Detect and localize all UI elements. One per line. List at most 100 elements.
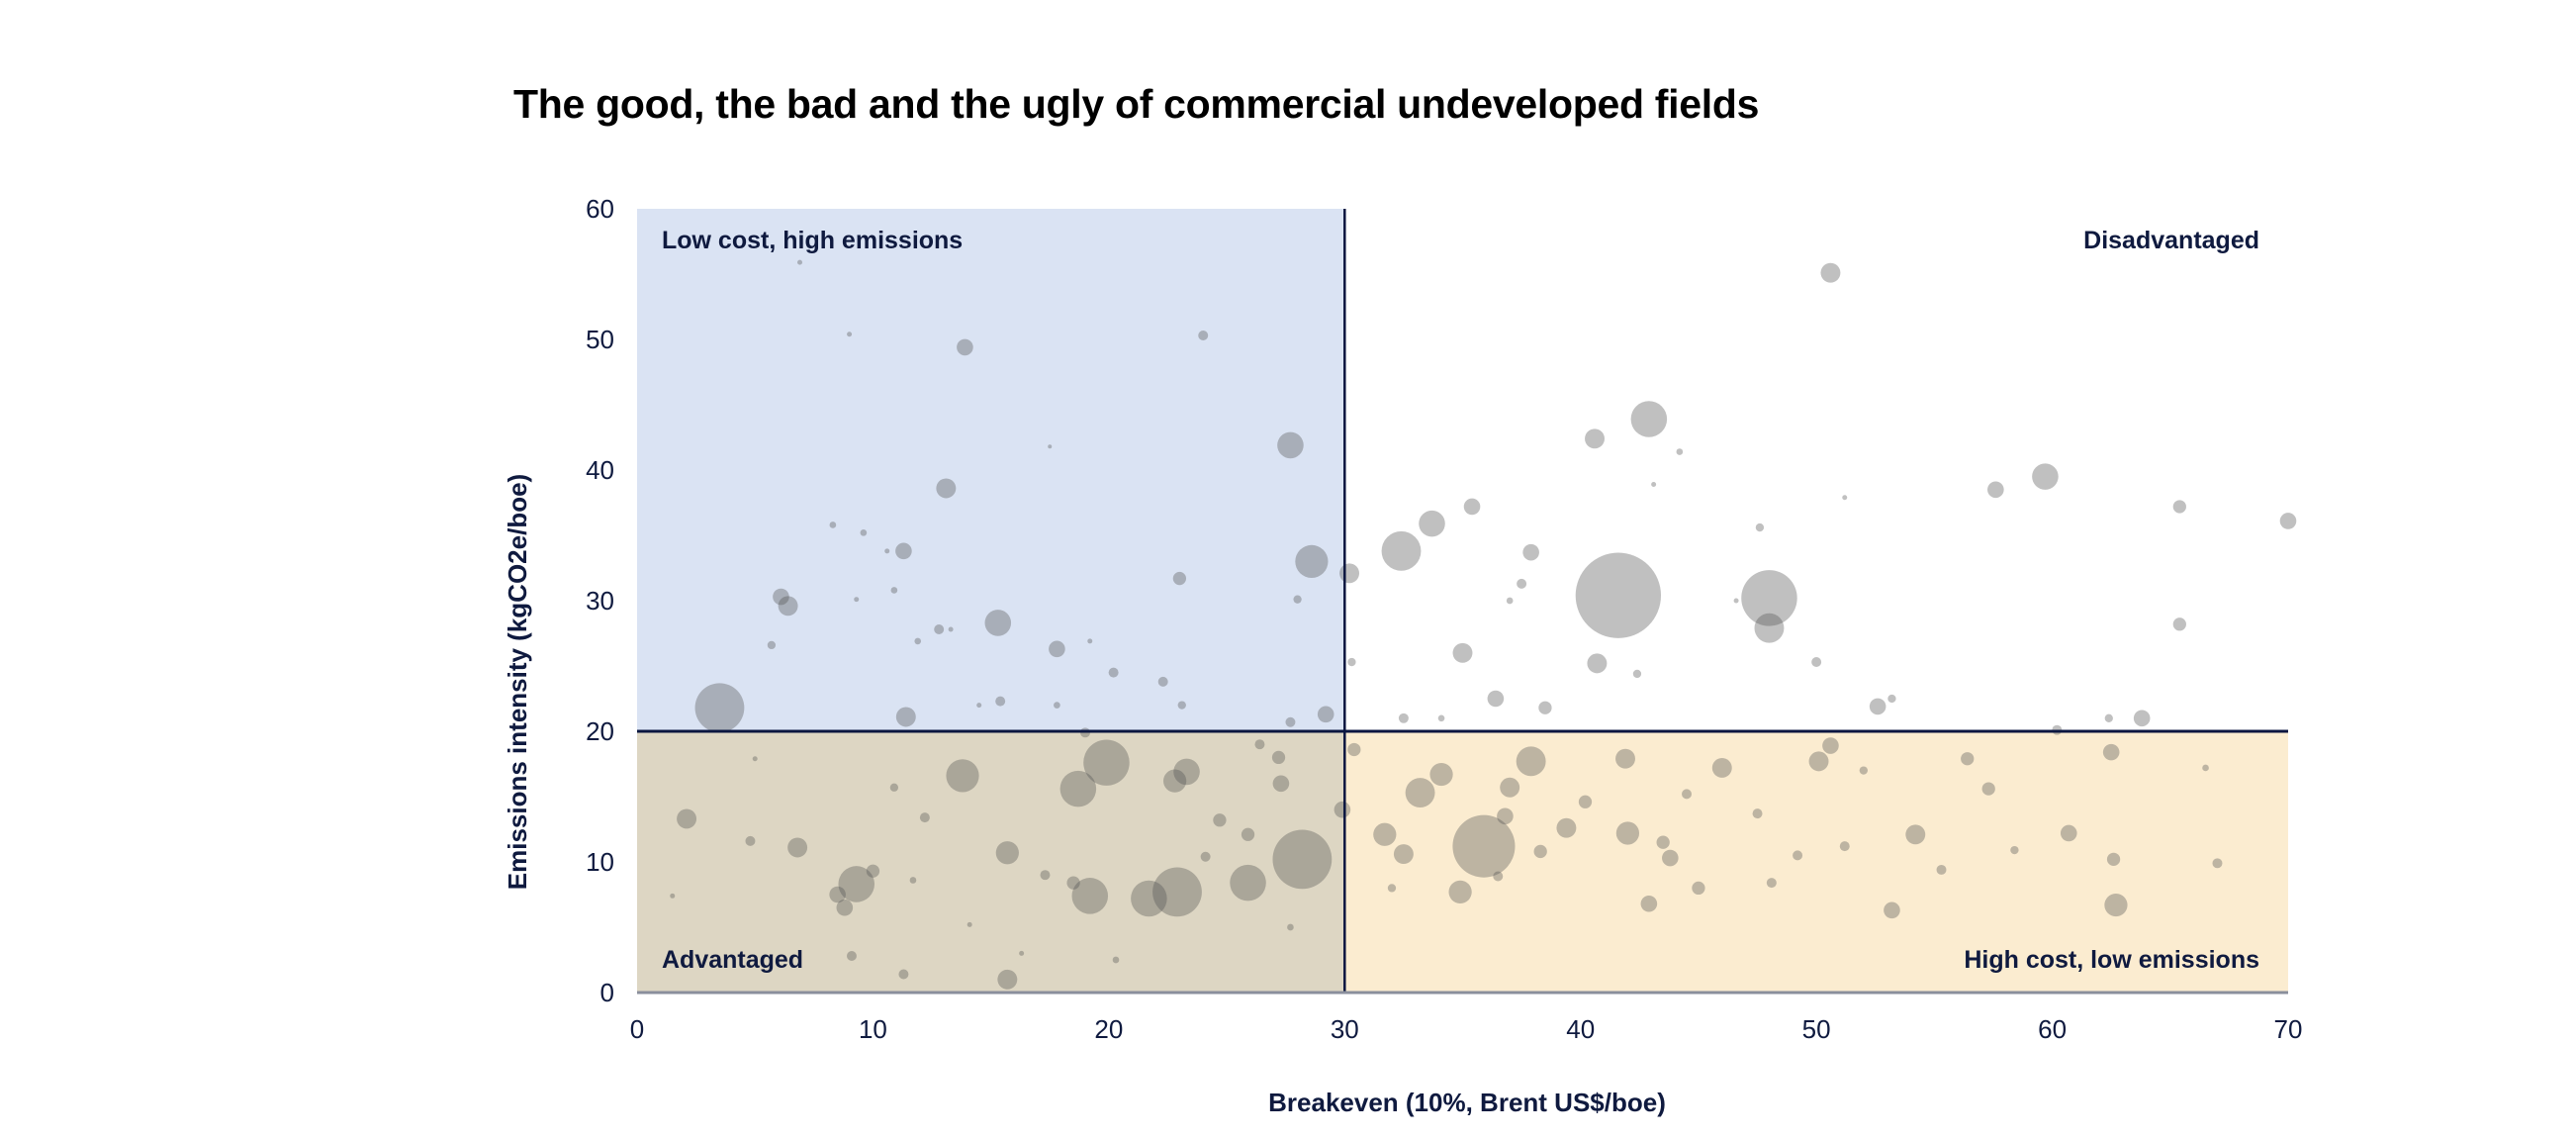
bubble-point bbox=[797, 259, 803, 265]
bubble-point bbox=[694, 683, 745, 733]
y-tick-label: 10 bbox=[586, 847, 614, 877]
bubble-point bbox=[890, 587, 898, 594]
bubble-point bbox=[1172, 571, 1187, 586]
bubble-point bbox=[1271, 750, 1286, 765]
bubble-point bbox=[1615, 748, 1635, 769]
bubble-point bbox=[1040, 870, 1051, 881]
quadrant-bottom-right bbox=[1344, 731, 2288, 993]
y-tick-label: 0 bbox=[600, 978, 614, 1007]
x-tick-label: 40 bbox=[1566, 1014, 1595, 1044]
bubble-point bbox=[1733, 598, 1739, 604]
bubble-point bbox=[889, 783, 899, 792]
bubble-point bbox=[1538, 701, 1552, 714]
bubble-point bbox=[1285, 716, 1296, 727]
bubble-point bbox=[1575, 552, 1662, 638]
quadrant-top-right bbox=[1344, 209, 2288, 731]
bubble-point bbox=[1152, 867, 1202, 917]
bubble-point bbox=[1533, 844, 1547, 859]
bubble-point bbox=[1516, 746, 1546, 777]
bubble-point bbox=[1632, 669, 1642, 679]
bubble-point bbox=[1556, 817, 1577, 838]
bubble-point bbox=[670, 893, 676, 899]
bubble-point bbox=[2104, 713, 2113, 722]
bubble-point bbox=[1640, 895, 1658, 912]
bubble-point bbox=[2102, 743, 2120, 761]
bubble-point bbox=[1808, 751, 1829, 772]
bubble-point bbox=[1387, 884, 1397, 893]
bubble-point bbox=[1393, 844, 1414, 865]
bubble-point bbox=[895, 542, 912, 560]
bubble-point bbox=[866, 864, 880, 878]
bubble-point bbox=[1662, 849, 1679, 867]
bubble-point bbox=[919, 812, 930, 823]
bubble-point bbox=[1347, 657, 1356, 667]
bubble-point bbox=[1373, 822, 1397, 846]
bubble-point bbox=[948, 626, 954, 632]
bubble-point bbox=[1087, 638, 1093, 644]
bubble-point bbox=[1887, 694, 1896, 704]
bubble-point bbox=[2212, 858, 2223, 869]
y-tick-labels: 0 10 20 30 40 50 60 bbox=[586, 194, 614, 1007]
bubble-point bbox=[997, 969, 1018, 990]
bubble-point bbox=[1317, 706, 1334, 723]
bubble-point bbox=[838, 866, 874, 902]
bubble-point bbox=[895, 707, 916, 727]
bubble-point bbox=[2202, 764, 2209, 772]
bubble-point bbox=[829, 522, 837, 528]
bubble-point bbox=[1676, 448, 1684, 455]
bubble-point bbox=[1272, 829, 1333, 890]
bubble-point bbox=[787, 837, 808, 858]
bubble-point bbox=[1839, 841, 1850, 852]
bubble-point bbox=[1711, 758, 1732, 778]
bubble-point bbox=[1334, 801, 1351, 818]
bubble-point bbox=[1173, 758, 1200, 786]
bubble-point bbox=[1157, 676, 1168, 687]
bubble-point bbox=[2172, 617, 2186, 631]
quadrant-bottom-left bbox=[637, 731, 1345, 993]
bubble-point bbox=[1682, 789, 1692, 800]
bubble-point bbox=[767, 640, 777, 650]
bubble-point bbox=[1822, 737, 1839, 754]
bubble-point bbox=[1500, 777, 1520, 798]
bubble-point bbox=[1793, 850, 1803, 861]
bubble-point bbox=[1419, 510, 1445, 537]
bubble-point bbox=[1108, 667, 1119, 678]
bubble-point bbox=[2133, 710, 2151, 727]
bubble-point bbox=[1254, 739, 1265, 750]
bubble-point bbox=[1287, 923, 1294, 931]
bubble-point bbox=[1398, 712, 1409, 723]
bubble-point bbox=[677, 808, 697, 829]
bubble-point bbox=[1198, 331, 1209, 341]
bubble-point bbox=[745, 835, 756, 846]
y-tick-label: 50 bbox=[586, 325, 614, 354]
bubble-point bbox=[1405, 778, 1435, 807]
bubble-point bbox=[984, 610, 1012, 636]
bubble-point bbox=[1272, 775, 1290, 793]
bubble-point bbox=[1277, 431, 1304, 459]
quadrant-label-high-cost-low-emissions: High cost, low emissions bbox=[1964, 946, 2259, 974]
bubble-point bbox=[936, 478, 957, 499]
bubble-point bbox=[1452, 814, 1516, 878]
bubble-point bbox=[1936, 864, 1947, 875]
bubble-point bbox=[1112, 956, 1120, 964]
x-tick-label: 20 bbox=[1094, 1014, 1123, 1044]
bubble-point bbox=[1071, 878, 1109, 914]
x-tick-label: 30 bbox=[1331, 1014, 1359, 1044]
bubble-point bbox=[995, 841, 1019, 865]
bubble-point bbox=[1752, 808, 1763, 819]
bubble-point bbox=[2032, 463, 2059, 490]
bubble-point bbox=[1517, 578, 1527, 589]
bubble-point bbox=[1448, 880, 1472, 903]
quadrant-label-advantaged: Advantaged bbox=[662, 946, 803, 974]
bubble-point bbox=[1493, 871, 1504, 882]
bubble-point bbox=[2172, 500, 2186, 514]
bubble-point bbox=[1241, 827, 1255, 841]
bubble-point bbox=[1766, 878, 1777, 889]
bubble-point bbox=[1820, 262, 1841, 283]
bubble-point bbox=[1019, 950, 1025, 956]
bubble-point bbox=[847, 332, 853, 337]
bubble-point bbox=[1230, 864, 1266, 902]
bubble-point bbox=[1869, 698, 1886, 715]
bubble-point bbox=[1437, 714, 1445, 722]
bubble-point bbox=[1981, 782, 1995, 796]
